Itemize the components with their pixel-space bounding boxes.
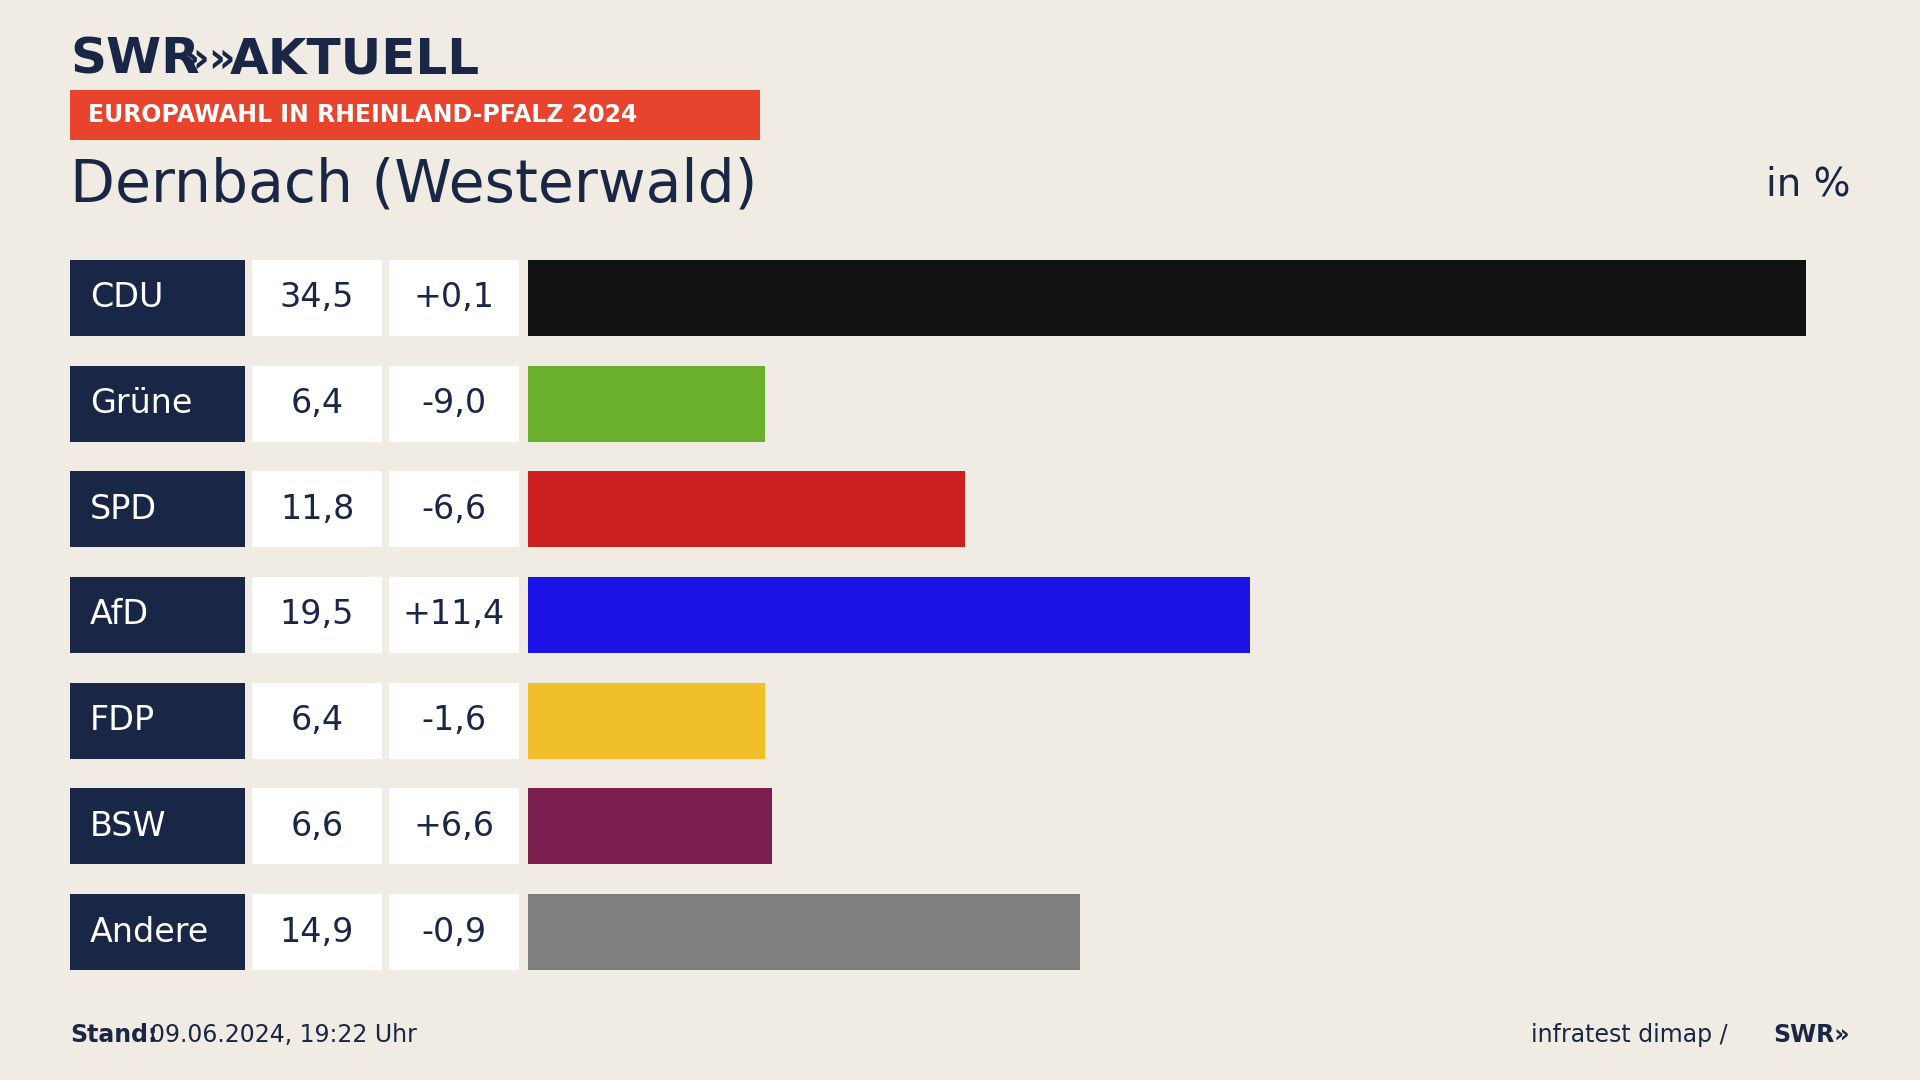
- FancyBboxPatch shape: [390, 577, 518, 653]
- Text: 34,5: 34,5: [280, 282, 353, 314]
- Text: Dernbach (Westerwald): Dernbach (Westerwald): [69, 157, 756, 214]
- Text: infratest dimap /: infratest dimap /: [1530, 1023, 1736, 1047]
- FancyBboxPatch shape: [528, 471, 966, 548]
- Text: 09.06.2024, 19:22 Uhr: 09.06.2024, 19:22 Uhr: [150, 1023, 417, 1047]
- Text: Grüne: Grüne: [90, 387, 192, 420]
- Text: AKTUELL: AKTUELL: [230, 36, 480, 84]
- FancyBboxPatch shape: [528, 788, 772, 864]
- FancyBboxPatch shape: [528, 365, 764, 442]
- Text: AfD: AfD: [90, 598, 150, 632]
- Text: 6,6: 6,6: [290, 810, 344, 842]
- Text: 14,9: 14,9: [280, 916, 353, 948]
- Text: 11,8: 11,8: [280, 492, 353, 526]
- Text: -1,6: -1,6: [420, 704, 486, 738]
- Text: FDP: FDP: [90, 704, 156, 738]
- FancyBboxPatch shape: [69, 90, 760, 140]
- Text: EUROPAWAHL IN RHEINLAND-PFALZ 2024: EUROPAWAHL IN RHEINLAND-PFALZ 2024: [88, 103, 637, 127]
- FancyBboxPatch shape: [390, 788, 518, 864]
- FancyBboxPatch shape: [69, 788, 246, 864]
- FancyBboxPatch shape: [390, 365, 518, 442]
- FancyBboxPatch shape: [252, 577, 382, 653]
- Text: CDU: CDU: [90, 282, 163, 314]
- FancyBboxPatch shape: [528, 577, 1250, 653]
- Text: +6,6: +6,6: [413, 810, 495, 842]
- Text: +0,1: +0,1: [413, 282, 495, 314]
- Text: SWR: SWR: [69, 36, 200, 84]
- Text: 6,4: 6,4: [290, 704, 344, 738]
- Text: -6,6: -6,6: [420, 492, 486, 526]
- FancyBboxPatch shape: [69, 894, 246, 970]
- FancyBboxPatch shape: [69, 577, 246, 653]
- Text: -0,9: -0,9: [420, 916, 486, 948]
- Text: in %: in %: [1766, 166, 1851, 204]
- FancyBboxPatch shape: [69, 683, 246, 759]
- Text: SPD: SPD: [90, 492, 157, 526]
- Text: -9,0: -9,0: [420, 387, 486, 420]
- FancyBboxPatch shape: [390, 683, 518, 759]
- FancyBboxPatch shape: [69, 365, 246, 442]
- FancyBboxPatch shape: [390, 471, 518, 548]
- Text: 19,5: 19,5: [280, 598, 353, 632]
- FancyBboxPatch shape: [69, 260, 246, 336]
- FancyBboxPatch shape: [252, 894, 382, 970]
- Text: +11,4: +11,4: [403, 598, 505, 632]
- Text: SWR»: SWR»: [1774, 1023, 1851, 1047]
- FancyBboxPatch shape: [69, 471, 246, 548]
- FancyBboxPatch shape: [528, 894, 1079, 970]
- FancyBboxPatch shape: [252, 471, 382, 548]
- Text: Andere: Andere: [90, 916, 209, 948]
- FancyBboxPatch shape: [252, 365, 382, 442]
- FancyBboxPatch shape: [528, 683, 764, 759]
- Text: 6,4: 6,4: [290, 387, 344, 420]
- FancyBboxPatch shape: [252, 683, 382, 759]
- Text: »»: »»: [182, 39, 236, 81]
- FancyBboxPatch shape: [252, 788, 382, 864]
- Text: BSW: BSW: [90, 810, 167, 842]
- FancyBboxPatch shape: [390, 894, 518, 970]
- FancyBboxPatch shape: [390, 260, 518, 336]
- Text: Stand:: Stand:: [69, 1023, 157, 1047]
- FancyBboxPatch shape: [252, 260, 382, 336]
- FancyBboxPatch shape: [528, 260, 1807, 336]
